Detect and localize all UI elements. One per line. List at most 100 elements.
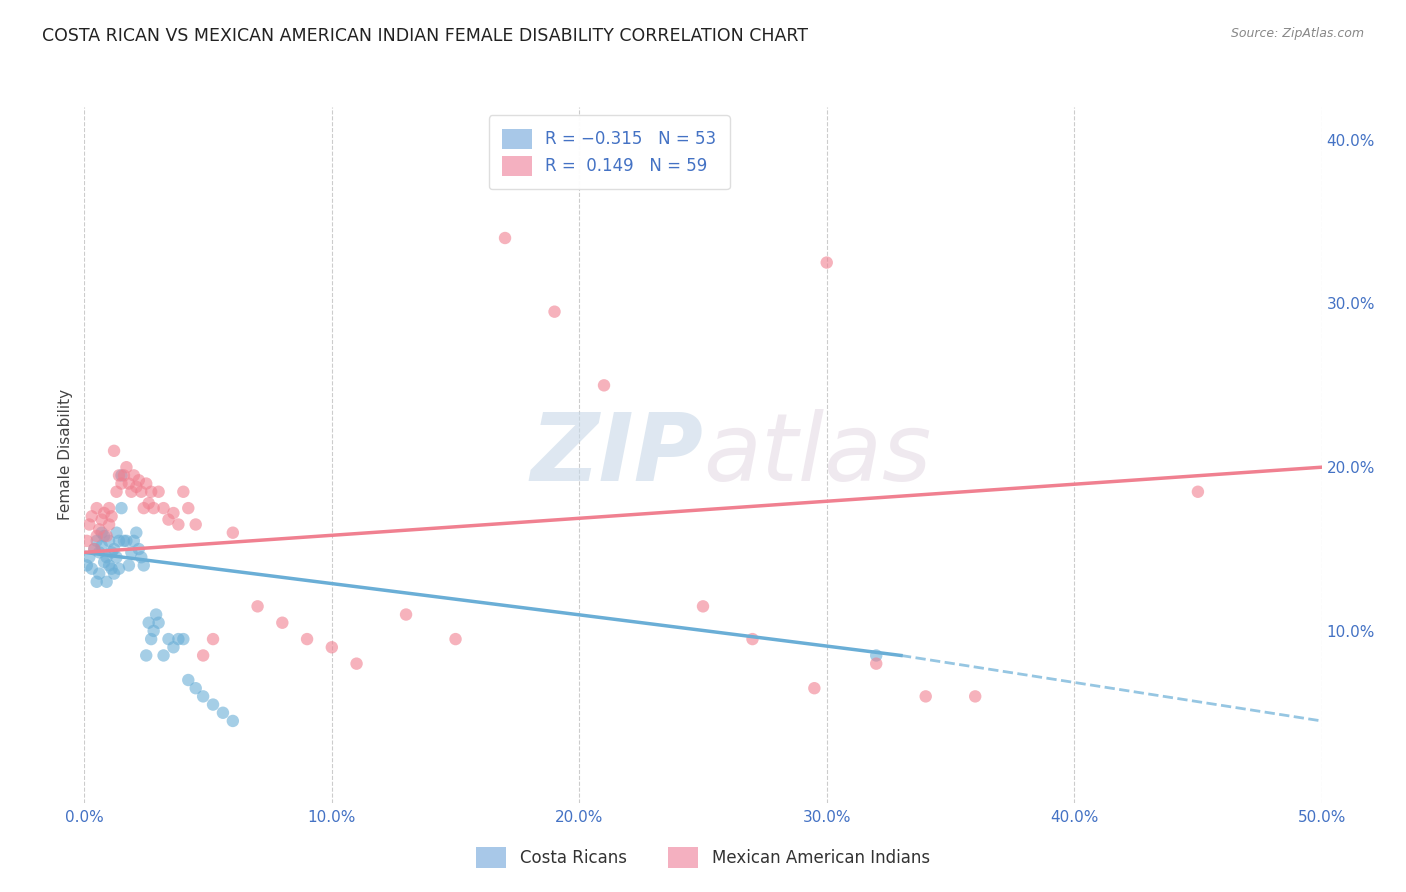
Point — [93, 555, 115, 569]
Point — [142, 501, 165, 516]
Point — [692, 599, 714, 614]
Text: Source: ZipAtlas.com: Source: ZipAtlas.com — [1230, 27, 1364, 40]
Point — [76, 533, 98, 548]
Point — [129, 550, 152, 565]
Point — [103, 542, 125, 557]
Point — [167, 632, 190, 646]
Point — [89, 523, 111, 537]
Point — [125, 525, 148, 540]
Point — [122, 468, 145, 483]
Point — [135, 648, 157, 663]
Point — [98, 501, 121, 516]
Point — [271, 615, 294, 630]
Point — [105, 525, 128, 540]
Point — [125, 480, 148, 494]
Point — [346, 657, 368, 671]
Point — [79, 550, 101, 565]
Point — [128, 542, 150, 557]
Point — [152, 501, 174, 516]
Point — [965, 690, 987, 704]
Point — [105, 484, 128, 499]
Point — [112, 468, 135, 483]
Point — [222, 714, 245, 728]
Point — [222, 525, 245, 540]
Point — [914, 690, 936, 704]
Point — [110, 501, 132, 516]
Point — [191, 690, 214, 704]
Point — [79, 517, 101, 532]
Point — [191, 648, 214, 663]
Point — [494, 231, 516, 245]
Point — [172, 484, 194, 499]
Point — [90, 512, 112, 526]
Point — [76, 558, 98, 573]
Point — [815, 255, 838, 269]
Point — [157, 512, 180, 526]
Point — [110, 476, 132, 491]
Point — [212, 706, 235, 720]
Point — [118, 476, 141, 491]
Point — [184, 681, 207, 696]
Point — [90, 539, 112, 553]
Point — [89, 545, 111, 559]
Point — [115, 460, 138, 475]
Point — [96, 550, 118, 565]
Point — [98, 517, 121, 532]
Point — [120, 484, 142, 499]
Point — [83, 542, 105, 557]
Point — [148, 484, 170, 499]
Point — [741, 632, 763, 646]
Point — [135, 476, 157, 491]
Point — [543, 304, 565, 318]
Point — [167, 517, 190, 532]
Point — [100, 509, 122, 524]
Point — [86, 533, 108, 548]
Point — [80, 509, 103, 524]
Point — [128, 473, 150, 487]
Point — [141, 632, 163, 646]
Point — [110, 468, 132, 483]
Point — [118, 558, 141, 573]
Point — [145, 607, 167, 622]
Point — [177, 673, 200, 687]
Point — [122, 533, 145, 548]
Point — [89, 566, 111, 581]
Point — [444, 632, 467, 646]
Point — [184, 517, 207, 532]
Point — [162, 640, 184, 655]
Point — [141, 484, 163, 499]
Point — [108, 468, 131, 483]
Text: atlas: atlas — [703, 409, 931, 500]
Point — [96, 574, 118, 589]
Point — [108, 562, 131, 576]
Point — [96, 529, 118, 543]
Point — [93, 529, 115, 543]
Point — [148, 615, 170, 630]
Text: ZIP: ZIP — [530, 409, 703, 501]
Point — [83, 542, 105, 557]
Point — [152, 648, 174, 663]
Legend: Costa Ricans, Mexican American Indians: Costa Ricans, Mexican American Indians — [470, 841, 936, 874]
Point — [108, 533, 131, 548]
Point — [98, 558, 121, 573]
Point — [129, 484, 152, 499]
Point — [132, 501, 155, 516]
Point — [100, 545, 122, 559]
Text: COSTA RICAN VS MEXICAN AMERICAN INDIAN FEMALE DISABILITY CORRELATION CHART: COSTA RICAN VS MEXICAN AMERICAN INDIAN F… — [42, 27, 808, 45]
Point — [120, 545, 142, 559]
Point — [105, 550, 128, 565]
Point — [100, 562, 122, 576]
Point — [803, 681, 825, 696]
Point — [395, 607, 418, 622]
Point — [865, 648, 887, 663]
Point — [86, 574, 108, 589]
Point — [98, 533, 121, 548]
Y-axis label: Female Disability: Female Disability — [58, 389, 73, 521]
Point — [202, 632, 225, 646]
Point — [103, 566, 125, 581]
Point — [142, 624, 165, 638]
Point — [138, 615, 160, 630]
Point — [593, 378, 616, 392]
Point — [157, 632, 180, 646]
Point — [115, 533, 138, 548]
